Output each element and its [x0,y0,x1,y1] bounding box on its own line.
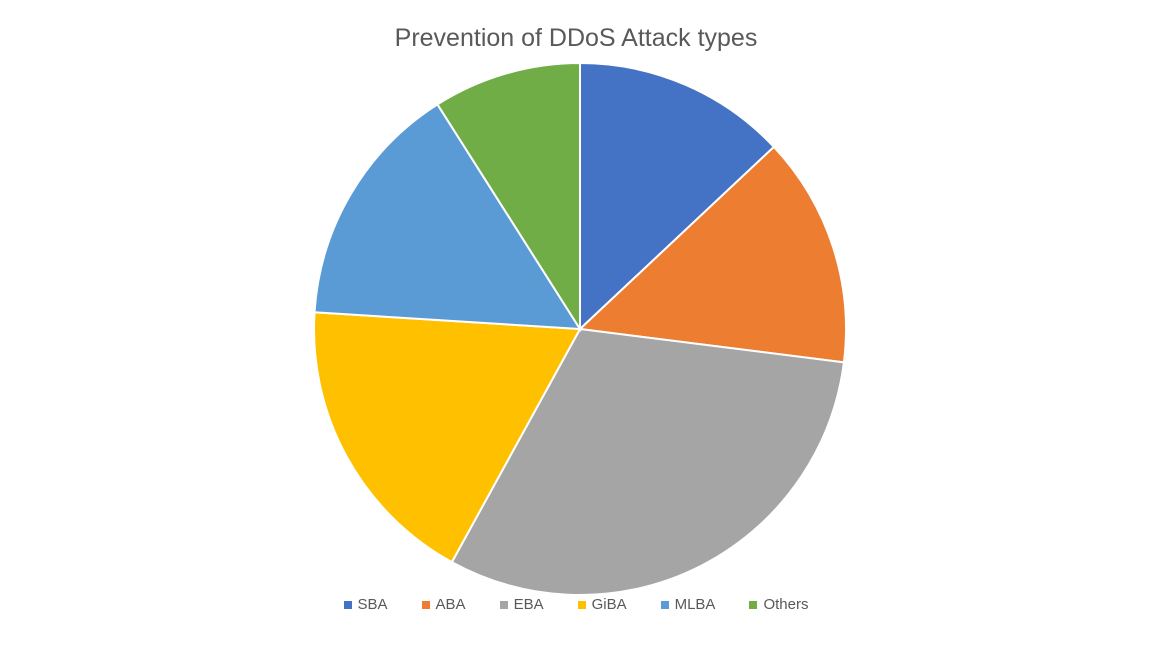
legend-label: MLBA [674,596,716,613]
pie-slice-mlba [313,103,582,331]
legend-swatch [660,600,669,609]
legend-label: SBA [357,596,388,613]
legend-item-mlba: MLBA [660,596,716,613]
pie-slice-aba [577,145,847,364]
legend-item-giba: GiBA [577,596,627,613]
legend-label: EBA [513,596,544,613]
chart-title: Prevention of DDoS Attack types [394,24,758,52]
legend-label: ABA [435,596,466,613]
legend-swatch [499,600,508,609]
legend-item-sba: SBA [343,596,388,613]
legend: SBA ABA EBA GiBA MLBA Others [0,596,1152,613]
legend-swatch [577,600,586,609]
pie-slice-giba [313,311,582,564]
legend-swatch [343,600,352,609]
legend-item-eba: EBA [499,596,544,613]
pie-slice-others [436,61,581,333]
legend-item-aba: ABA [421,596,466,613]
legend-swatch [749,600,758,609]
legend-label: Others [763,596,809,613]
legend-label: GiBA [591,596,627,613]
pie-slice-eba [450,327,846,596]
pie-slice-sba [579,61,776,332]
legend-item-others: Others [749,596,808,613]
legend-swatch [421,600,430,609]
